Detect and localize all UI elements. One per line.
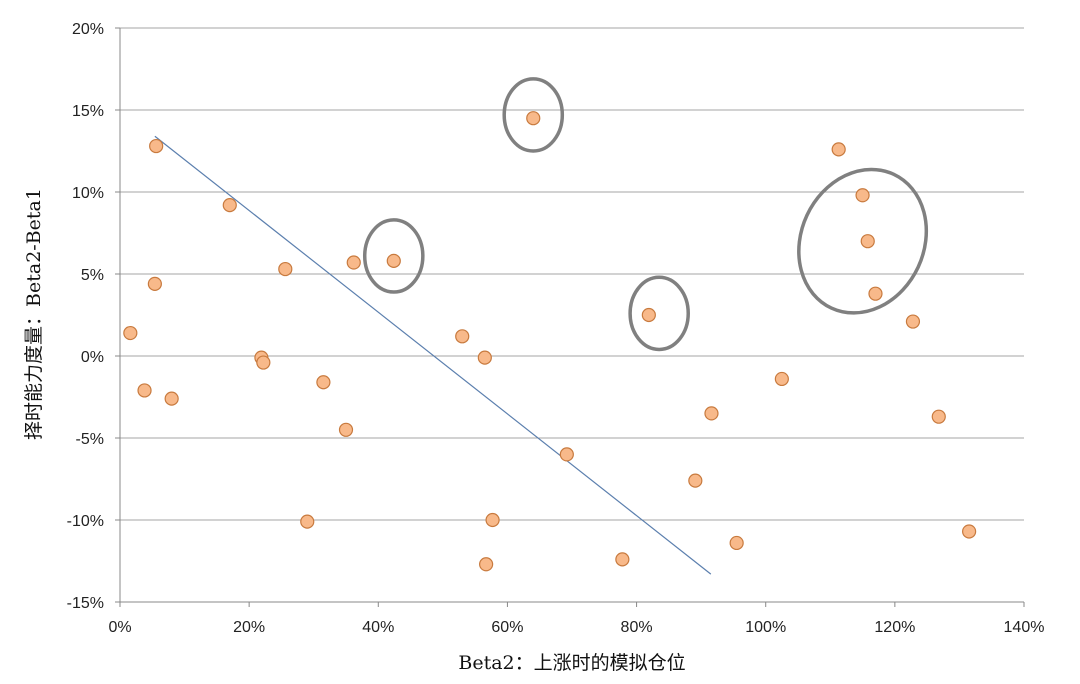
data-point (278, 261, 293, 277)
y-tick-labels: -15% -10% -5% 0% 5% 10% 15% 20% (67, 21, 104, 612)
data-point (300, 514, 315, 529)
data-point (526, 111, 541, 126)
x-tick-labels: 0% 20% 40% 60% 80% 100% 120% 140% (108, 619, 1044, 636)
data-point (149, 138, 164, 154)
data-point (868, 286, 883, 301)
x-tick-label: 120% (874, 619, 915, 636)
data-point (641, 307, 656, 323)
data-point (338, 422, 354, 437)
x-tick-label: 0% (108, 619, 131, 636)
x-tick-label: 80% (621, 619, 653, 636)
data-point (774, 371, 789, 387)
data-point (256, 355, 271, 370)
data-point (477, 350, 492, 365)
x-tick-label: 140% (1004, 619, 1045, 636)
y-tick-label: 5% (81, 267, 104, 284)
data-point (688, 473, 703, 488)
y-tick-label: 0% (81, 349, 104, 366)
y-axis-title: 择时能力度量：Beta2-Beta1 (23, 188, 45, 440)
y-tick-label: 20% (72, 21, 104, 38)
y-tick-label: -10% (67, 513, 104, 530)
highlight-circle (628, 275, 690, 352)
x-tick-label: 40% (362, 619, 394, 636)
data-point (729, 535, 744, 551)
data-point (860, 234, 875, 249)
x-axis-title: Beta2：上涨时的模拟仓位 (458, 652, 685, 674)
axes (115, 27, 1025, 607)
highlight-circle (502, 77, 565, 153)
data-point (615, 552, 630, 567)
data-point (905, 314, 921, 329)
y-tick-label: -5% (76, 431, 104, 448)
data-point (346, 255, 361, 270)
data-point (931, 409, 946, 424)
data-point (137, 383, 152, 398)
data-point (962, 524, 977, 539)
trend-line (154, 135, 712, 575)
data-points (123, 111, 977, 572)
data-point (455, 329, 470, 344)
data-point (479, 557, 494, 572)
data-point (704, 406, 719, 421)
data-point (123, 325, 138, 341)
y-tick-label: 15% (72, 103, 104, 120)
data-point (164, 391, 179, 406)
data-point (831, 142, 846, 157)
data-point (559, 447, 574, 462)
y-tick-label: -15% (67, 595, 104, 612)
data-point (386, 253, 401, 268)
trend-line-group (154, 135, 712, 575)
data-point (147, 276, 162, 291)
highlight-circle (362, 218, 425, 294)
grid-lines (120, 27, 1024, 521)
highlight-circles (362, 77, 929, 352)
data-point (485, 512, 500, 528)
x-tick-label: 100% (745, 619, 786, 636)
y-tick-label: 10% (72, 185, 104, 202)
x-tick-label: 20% (233, 619, 265, 636)
data-point (222, 198, 237, 213)
x-tick-label: 60% (491, 619, 523, 636)
data-point (316, 375, 331, 390)
data-point (855, 188, 870, 203)
highlight-circle (797, 167, 929, 315)
